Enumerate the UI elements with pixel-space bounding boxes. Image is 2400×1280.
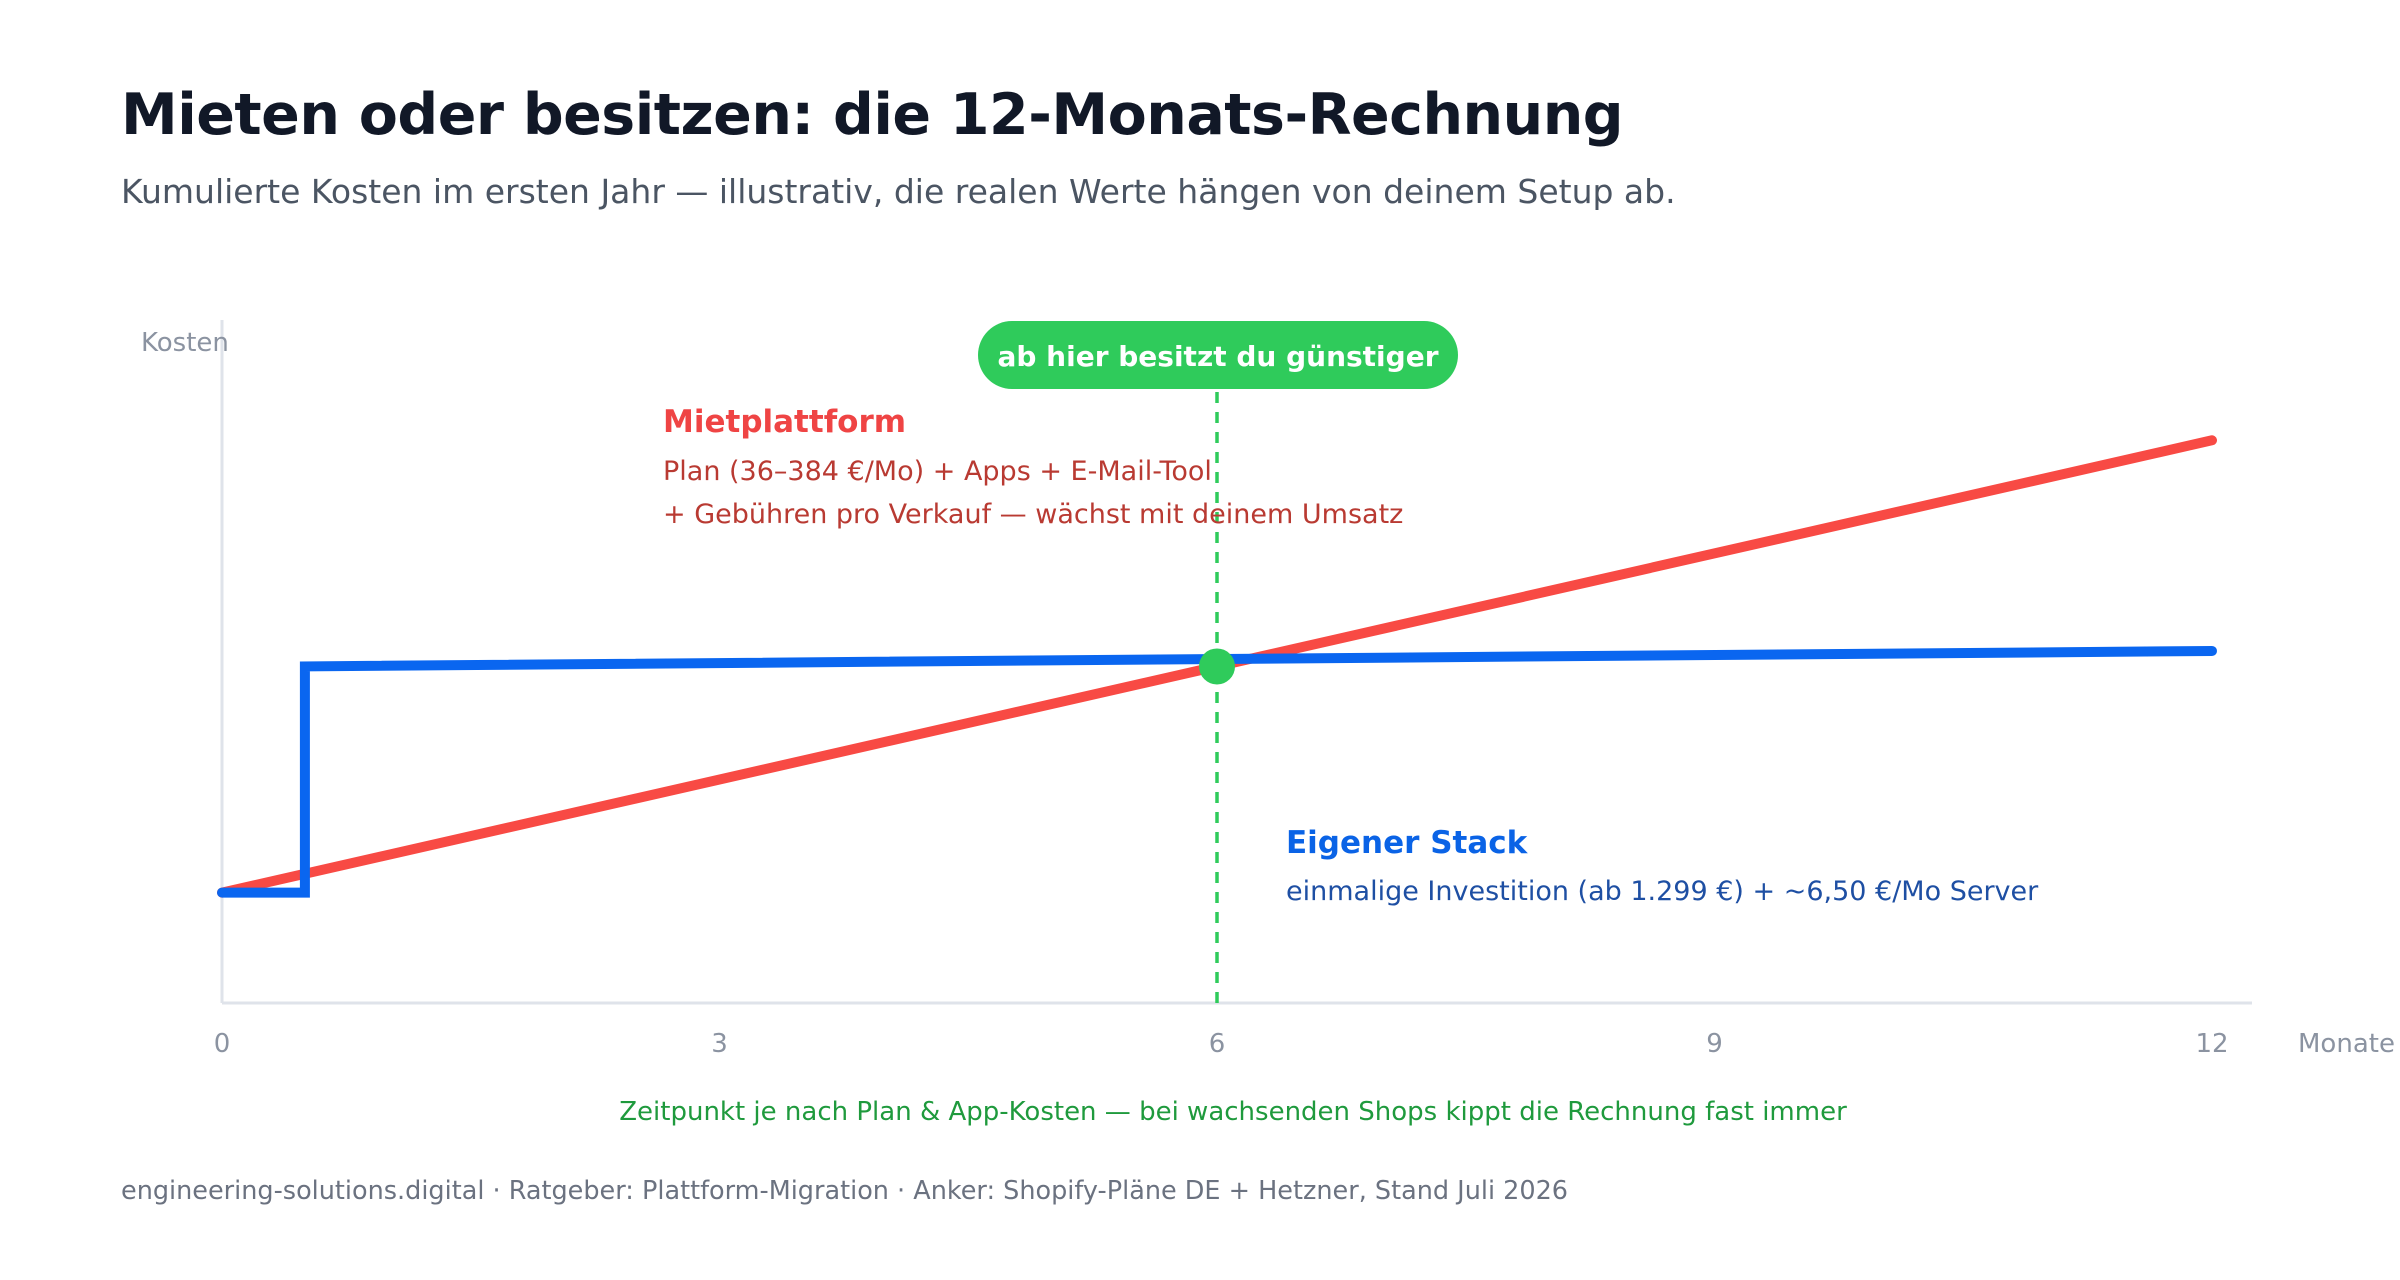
own-series-name: Eigener Stack [1286, 825, 1529, 861]
x-tick-label-6: 6 [1209, 1029, 1226, 1059]
break-even-badge [978, 321, 1458, 389]
rent-series-name: Mietplattform [663, 404, 906, 440]
break-even-badge-text: ab hier besitzt du günstiger [998, 340, 1439, 373]
chart-labels: ab hier besitzt du günstiger Mietplattfor… [619, 321, 2039, 1127]
series-line-own [217, 646, 2217, 898]
rent-series-desc-line: + Gebühren pro Verkauf — wächst mit dein… [663, 499, 1403, 530]
x-tick-label-9: 9 [1706, 1029, 1723, 1059]
chart-subtitle: Kumulierte Kosten im ersten Jahr — illus… [121, 172, 1676, 211]
break-even-note: Zeitpunkt je nach Plan & App-Kosten — be… [619, 1097, 1847, 1127]
own-series-desc-line: einmalige Investition (ab 1.299 €) + ~6,… [1286, 876, 2039, 907]
y-axis-label: Kosten [141, 328, 229, 358]
chart-title: Mieten oder besitzen: die 12-Monats-Rech… [121, 82, 1624, 148]
source-footer: engineering-solutions.digital · Ratgeber… [121, 1176, 1569, 1206]
x-tick-label-0: 0 [214, 1029, 231, 1059]
chart-marks [217, 392, 2217, 1003]
break-even-point [1199, 648, 1235, 685]
x-axis-label: Monate [2298, 1029, 2395, 1059]
chart-axes: Kosten Monate 0 3 6 9 12 [141, 320, 2395, 1059]
rent-series-desc-line: Plan (36–384 €/Mo) + Apps + E-Mail-Tool [663, 456, 1212, 487]
x-tick-label-12: 12 [2195, 1029, 2228, 1059]
x-tick-label-3: 3 [711, 1029, 728, 1059]
